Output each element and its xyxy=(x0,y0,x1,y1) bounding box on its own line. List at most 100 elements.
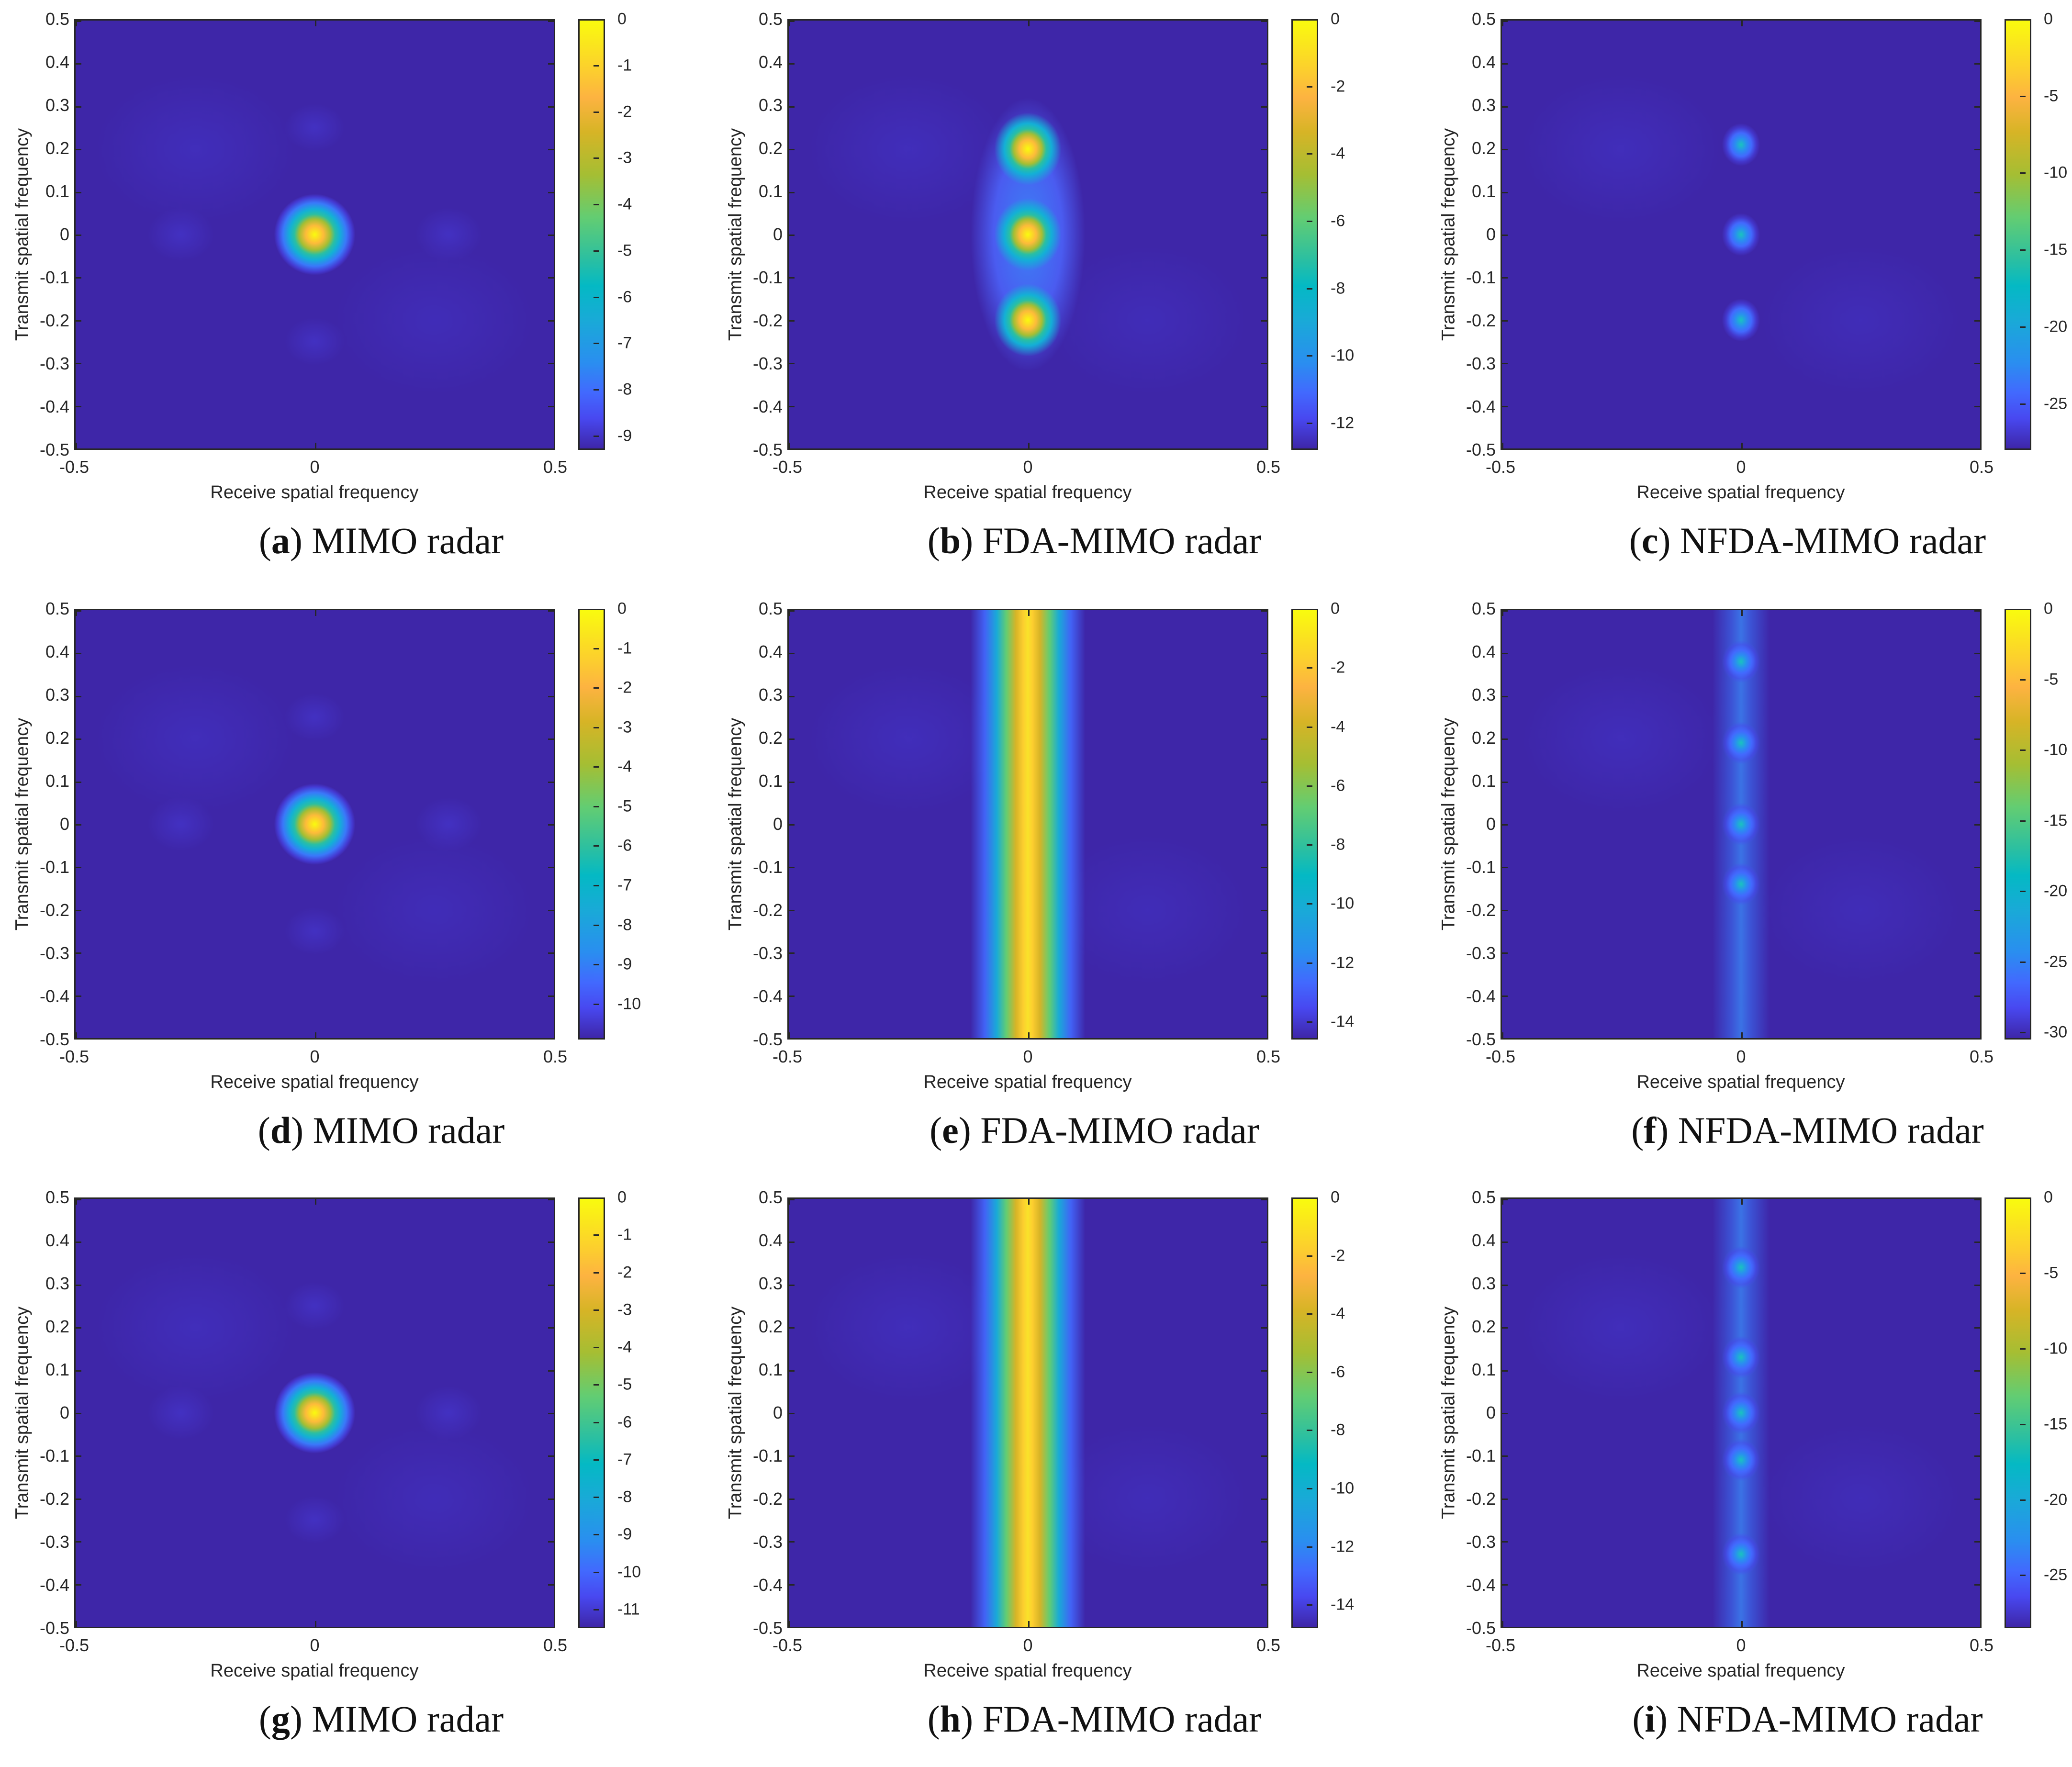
y-tick-mark xyxy=(1974,235,1980,236)
colorbar-tick-mark xyxy=(594,1571,599,1573)
colorbar-tick-label: -1 xyxy=(617,1225,632,1244)
x-tick-mark xyxy=(1502,443,1503,448)
y-tick-label: 0.2 xyxy=(45,1317,69,1336)
x-tick-label: -0.5 xyxy=(772,1635,803,1655)
x-tick-mark xyxy=(1267,1199,1268,1205)
colorbar-tick-mark xyxy=(2020,249,2026,251)
x-tick-mark xyxy=(314,21,316,26)
y-tick-mark xyxy=(1261,653,1267,655)
colorbar-tick-mark xyxy=(594,296,599,298)
x-tick-mark xyxy=(76,443,77,448)
caption-title: MIMO radar xyxy=(313,1109,505,1151)
x-tick-mark xyxy=(1267,21,1268,26)
x-tick-label: -0.5 xyxy=(59,457,90,477)
y-tick-label: 0.5 xyxy=(1471,1187,1496,1207)
caption-letter: c xyxy=(1641,520,1658,561)
y-tick-mark xyxy=(548,191,554,193)
y-tick-mark xyxy=(76,1199,81,1200)
caption-title: MIMO radar xyxy=(312,1698,504,1740)
y-tick-label: 0.5 xyxy=(758,599,783,618)
colorbar-tick-label: 0 xyxy=(617,10,627,28)
colorbar-tick-mark xyxy=(2020,1499,2026,1501)
y-tick-label: 0.4 xyxy=(758,52,783,72)
x-tick-mark xyxy=(1741,1199,1743,1205)
y-tick-mark xyxy=(789,1241,795,1243)
y-tick-label: -0.4 xyxy=(752,1575,783,1595)
y-tick-label: 0.2 xyxy=(758,138,783,158)
y-tick-label: -0.4 xyxy=(39,986,69,1006)
colorbar-tick-label: -15 xyxy=(2044,1415,2068,1433)
y-tick-mark xyxy=(1261,695,1267,697)
subplot-c: 0.5 0.4 0.3 0.2 0.1 0 -0.1 -0.2 -0.3 -0.4 -0.5 -0.5… xyxy=(1426,0,2072,589)
y-tick-mark xyxy=(1974,1627,1980,1628)
heatmap-axes xyxy=(787,19,1268,450)
subplot-caption: (f) NFDA-MIMO radar xyxy=(1631,1109,1984,1151)
colorbar-tick-mark xyxy=(594,65,599,67)
colorbar xyxy=(578,1197,605,1628)
x-axis-label: Receive spatial frequency xyxy=(1636,1661,1845,1681)
colorbar-tick-label: -5 xyxy=(617,797,632,816)
colorbar-tick-mark xyxy=(594,1272,599,1274)
y-tick-mark xyxy=(1502,1370,1508,1372)
y-tick-mark xyxy=(1502,405,1508,407)
y-tick-mark xyxy=(1974,1498,1980,1500)
caption-title: FDA-MIMO radar xyxy=(982,1698,1262,1740)
subplot-caption: (i) NFDA-MIMO radar xyxy=(1632,1698,1983,1740)
y-tick-mark xyxy=(789,952,795,954)
y-tick-label: -0.1 xyxy=(1466,268,1496,287)
y-tick-mark xyxy=(1261,1627,1267,1628)
y-tick-mark xyxy=(1502,867,1508,869)
y-tick-mark xyxy=(1261,1541,1267,1543)
y-tick-label: 0.3 xyxy=(45,1274,69,1293)
colorbar-tick-label: 0 xyxy=(2044,1188,2053,1207)
y-tick-label: -0.5 xyxy=(752,440,783,459)
caption-title: FDA-MIMO radar xyxy=(982,520,1262,561)
x-tick-mark xyxy=(554,1032,555,1038)
y-tick-mark xyxy=(76,867,81,869)
colorbar-tick-label: -2 xyxy=(1331,77,1345,96)
colorbar-tick-mark xyxy=(594,1497,599,1499)
colorbar-tick-label: -8 xyxy=(1331,835,1345,854)
y-tick-mark xyxy=(548,1584,554,1586)
y-tick-mark xyxy=(1502,363,1508,365)
heatmap-image xyxy=(789,1199,1267,1627)
colorbar-tick-label: -25 xyxy=(2044,952,2068,971)
subplot-g: 0.5 0.4 0.3 0.2 0.1 0 -0.1 -0.2 -0.3 -0.4 -0.5 -0.5… xyxy=(0,1178,691,1767)
subplot-caption: (e) FDA-MIMO radar xyxy=(930,1109,1259,1151)
y-tick-mark xyxy=(1261,235,1267,236)
x-axis-label: Receive spatial frequency xyxy=(210,1661,419,1681)
x-axis-label: Receive spatial frequency xyxy=(210,1072,419,1092)
y-tick-mark xyxy=(548,1284,554,1286)
colorbar-tick-mark xyxy=(594,648,599,649)
y-tick-mark xyxy=(789,1327,795,1329)
y-tick-label: -0.1 xyxy=(39,1446,69,1465)
colorbar-tick-mark xyxy=(2020,891,2026,893)
y-tick-mark xyxy=(1261,448,1267,450)
y-tick-mark xyxy=(548,448,554,450)
caption-letter: i xyxy=(1645,1698,1656,1740)
colorbar-tick-label: -10 xyxy=(617,1563,641,1581)
colorbar-tick-label: -7 xyxy=(617,876,632,895)
colorbar-tick-label: -10 xyxy=(2044,163,2068,182)
y-tick-label: 0 xyxy=(773,224,783,244)
y-tick-mark xyxy=(1974,952,1980,954)
caption-title: FDA-MIMO radar xyxy=(980,1109,1259,1151)
colorbar-tick-mark xyxy=(1307,962,1312,964)
y-tick-mark xyxy=(76,1038,81,1040)
y-tick-mark xyxy=(1261,824,1267,826)
y-tick-mark xyxy=(1974,653,1980,655)
x-tick-mark xyxy=(76,1199,77,1205)
x-tick-mark xyxy=(789,1199,790,1205)
x-tick-mark xyxy=(314,1621,316,1627)
y-tick-label: 0.3 xyxy=(758,95,783,115)
y-tick-mark xyxy=(1502,1413,1508,1414)
y-tick-mark xyxy=(1974,781,1980,783)
y-tick-mark xyxy=(789,1199,795,1200)
y-tick-mark xyxy=(789,191,795,193)
y-tick-mark xyxy=(789,738,795,740)
x-axis-label: Receive spatial frequency xyxy=(210,482,419,503)
x-tick-mark xyxy=(1741,443,1743,448)
heatmap-image xyxy=(1502,610,1980,1038)
y-tick-mark xyxy=(789,363,795,365)
y-tick-label: 0.1 xyxy=(758,181,783,201)
